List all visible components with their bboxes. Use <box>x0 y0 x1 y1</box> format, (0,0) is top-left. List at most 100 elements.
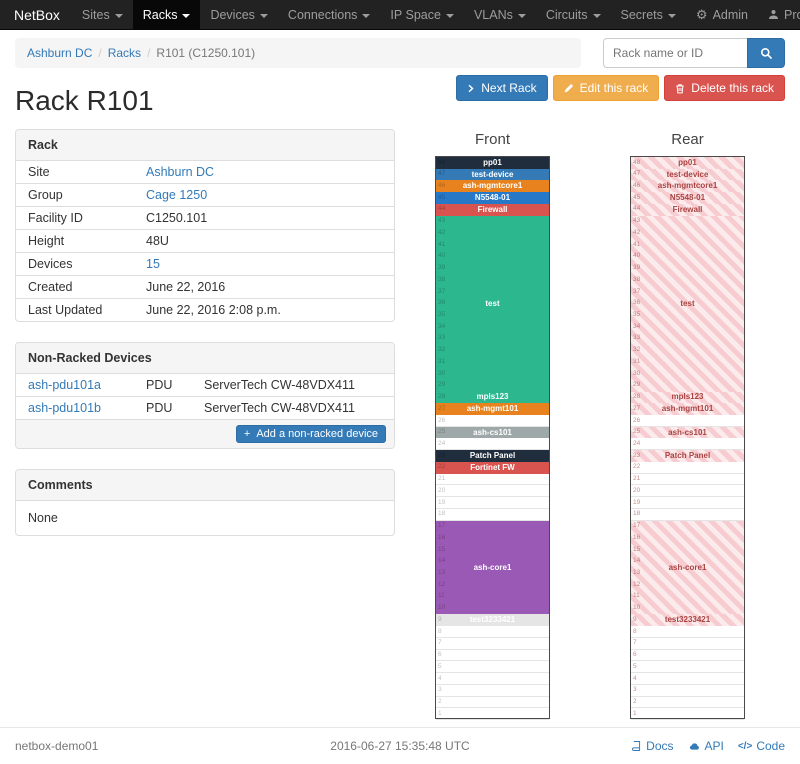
unit-number: 48 <box>633 158 641 166</box>
rack-device-front[interactable]: Patch Panel <box>436 450 549 462</box>
rack-device-rear[interactable]: test3233421 <box>631 614 744 627</box>
rack-device-front[interactable]: ash-mgmt101 <box>436 403 549 416</box>
rack-attrs-body: Site Ashburn DC Group Cage 1250 Facility ID C… <box>16 161 394 321</box>
breadcrumb-link[interactable]: Ashburn DC <box>27 46 93 60</box>
nav-item-circuits[interactable]: Circuits <box>536 0 611 29</box>
rack-unit-slot <box>631 708 744 720</box>
rack-device-rear[interactable]: test-device <box>631 168 744 181</box>
pencil-icon <box>564 83 574 93</box>
unit-number: 18 <box>438 510 446 518</box>
rack-device-front[interactable]: N5548-01 <box>436 192 549 204</box>
delete-rack-label: Delete this rack <box>691 81 774 95</box>
device-link[interactable]: ash-pdu101b <box>28 401 101 415</box>
unit-number: 7 <box>633 639 637 647</box>
unit-number: 18 <box>633 510 641 518</box>
unit-number: 44 <box>633 205 641 213</box>
unit-number: 23 <box>633 451 641 459</box>
rack-device-front[interactable]: ash-cs101 <box>436 426 549 439</box>
unit-number: 36 <box>438 299 446 307</box>
breadcrumb-link[interactable]: Racks <box>107 46 142 60</box>
nav-item-racks[interactable]: Racks <box>132 0 201 29</box>
nav-item-secrets[interactable]: Secrets <box>611 0 686 29</box>
rack-device-rear[interactable]: test <box>631 215 744 392</box>
search-button[interactable] <box>747 38 785 68</box>
unit-number: 13 <box>633 569 641 577</box>
unit-number: 21 <box>633 475 641 483</box>
unit-number: 14 <box>438 557 446 565</box>
rack-device-rear[interactable]: Firewall <box>631 203 744 216</box>
nav-item-devices[interactable]: Devices <box>200 0 277 29</box>
rack-unit-slot <box>436 474 549 486</box>
api-link[interactable]: API <box>688 739 724 753</box>
unit-number: 42 <box>633 228 641 236</box>
caret-down-icon <box>667 13 676 18</box>
nav-profile[interactable]: Profile <box>758 0 800 29</box>
unit-number: 28 <box>633 393 641 401</box>
unit-number: 43 <box>633 217 641 225</box>
unit-number: 27 <box>633 404 641 412</box>
rack-device-front[interactable]: ash-mgmtcore1 <box>436 180 549 193</box>
rack-device-rear[interactable]: ash-cs101 <box>631 426 744 439</box>
unit-number: 35 <box>633 310 641 318</box>
unit-number: 17 <box>633 522 641 530</box>
caret-down-icon <box>445 13 454 18</box>
rack-device-front[interactable]: ash-core1 <box>436 520 549 615</box>
nav-item-connections[interactable]: Connections <box>278 0 381 29</box>
unit-number: 19 <box>438 498 446 506</box>
unit-number: 38 <box>438 275 446 283</box>
nav-admin-label: Admin <box>712 7 748 22</box>
rack-device-front[interactable]: pp01 <box>436 157 549 169</box>
left-column: Rack Site Ashburn DC Group Cage 1250 Facilit… <box>15 129 395 556</box>
rack-device-rear[interactable]: Patch Panel <box>631 450 744 462</box>
edit-rack-label: Edit this rack <box>579 81 649 95</box>
rack-device-front[interactable]: test3233421 <box>436 614 549 627</box>
attr-value: 48U <box>134 229 394 253</box>
unit-number: 39 <box>438 264 446 272</box>
attr-value-link[interactable]: Ashburn DC <box>146 165 215 179</box>
code-label: Code <box>756 739 785 753</box>
brand-link[interactable]: NetBox <box>14 7 60 23</box>
caret-down-icon <box>259 13 268 18</box>
attr-value: Cage 1250 <box>134 183 394 207</box>
add-nonracked-device-button[interactable]: + Add a non-racked device <box>235 425 386 443</box>
unit-number: 10 <box>438 604 446 612</box>
rack-device-rear[interactable]: mpls123 <box>631 391 744 404</box>
delete-rack-button[interactable]: Delete this rack <box>664 75 785 101</box>
rack-unit-slot <box>631 626 744 638</box>
rack-device-front[interactable]: test <box>436 215 549 392</box>
next-rack-button[interactable]: Next Rack <box>456 75 548 101</box>
search-input[interactable] <box>603 38 747 68</box>
attr-value-link[interactable]: Cage 1250 <box>146 188 208 202</box>
docs-link[interactable]: Docs <box>631 739 674 753</box>
unit-number: 8 <box>633 627 637 635</box>
rack-device-rear[interactable]: ash-mgmtcore1 <box>631 180 744 193</box>
device-name-cell: ash-pdu101b <box>16 396 134 419</box>
rack-device-rear[interactable]: ash-mgmt101 <box>631 403 744 416</box>
rack-device-rear[interactable]: ash-core1 <box>631 520 744 615</box>
edit-rack-button[interactable]: Edit this rack <box>552 75 660 101</box>
front-elevation: Front pp01 test-device ash-mgmtcore1 N5548-… <box>435 129 550 720</box>
nav-item-vlans[interactable]: VLANs <box>464 0 536 29</box>
rack-device-rear[interactable]: N5548-01 <box>631 192 744 204</box>
comments-panel: Comments None <box>15 469 395 536</box>
nav-item-ip-space[interactable]: IP Space <box>380 0 464 29</box>
rack-device-front[interactable]: mpls123 <box>436 391 549 404</box>
code-link[interactable]: </> Code <box>738 739 785 753</box>
caret-down-icon <box>592 13 601 18</box>
rack-device-front[interactable]: Firewall <box>436 203 549 216</box>
nav-admin[interactable]: ⚙ Admin <box>686 0 758 29</box>
unit-number: 30 <box>438 369 446 377</box>
page-footer: 2016-06-27 15:35:48 UTC netbox-demo01 Do… <box>0 727 800 764</box>
unit-number: 41 <box>438 240 446 248</box>
rack-device-rear[interactable]: pp01 <box>631 157 744 169</box>
attr-value-link[interactable]: 15 <box>146 257 160 271</box>
rack-unit-slot <box>631 509 744 521</box>
unit-number: 46 <box>438 181 446 189</box>
nav-item-sites[interactable]: Sites <box>72 0 133 29</box>
rack-device-front[interactable]: test-device <box>436 168 549 181</box>
breadcrumb-separator: / <box>147 46 151 60</box>
device-link[interactable]: ash-pdu101a <box>28 378 101 392</box>
unit-number: 31 <box>633 357 641 365</box>
breadcrumb-row: Ashburn DC / Racks / R101 (C1250.101) <box>15 38 785 68</box>
rack-device-front[interactable]: Fortinet FW <box>436 461 549 474</box>
